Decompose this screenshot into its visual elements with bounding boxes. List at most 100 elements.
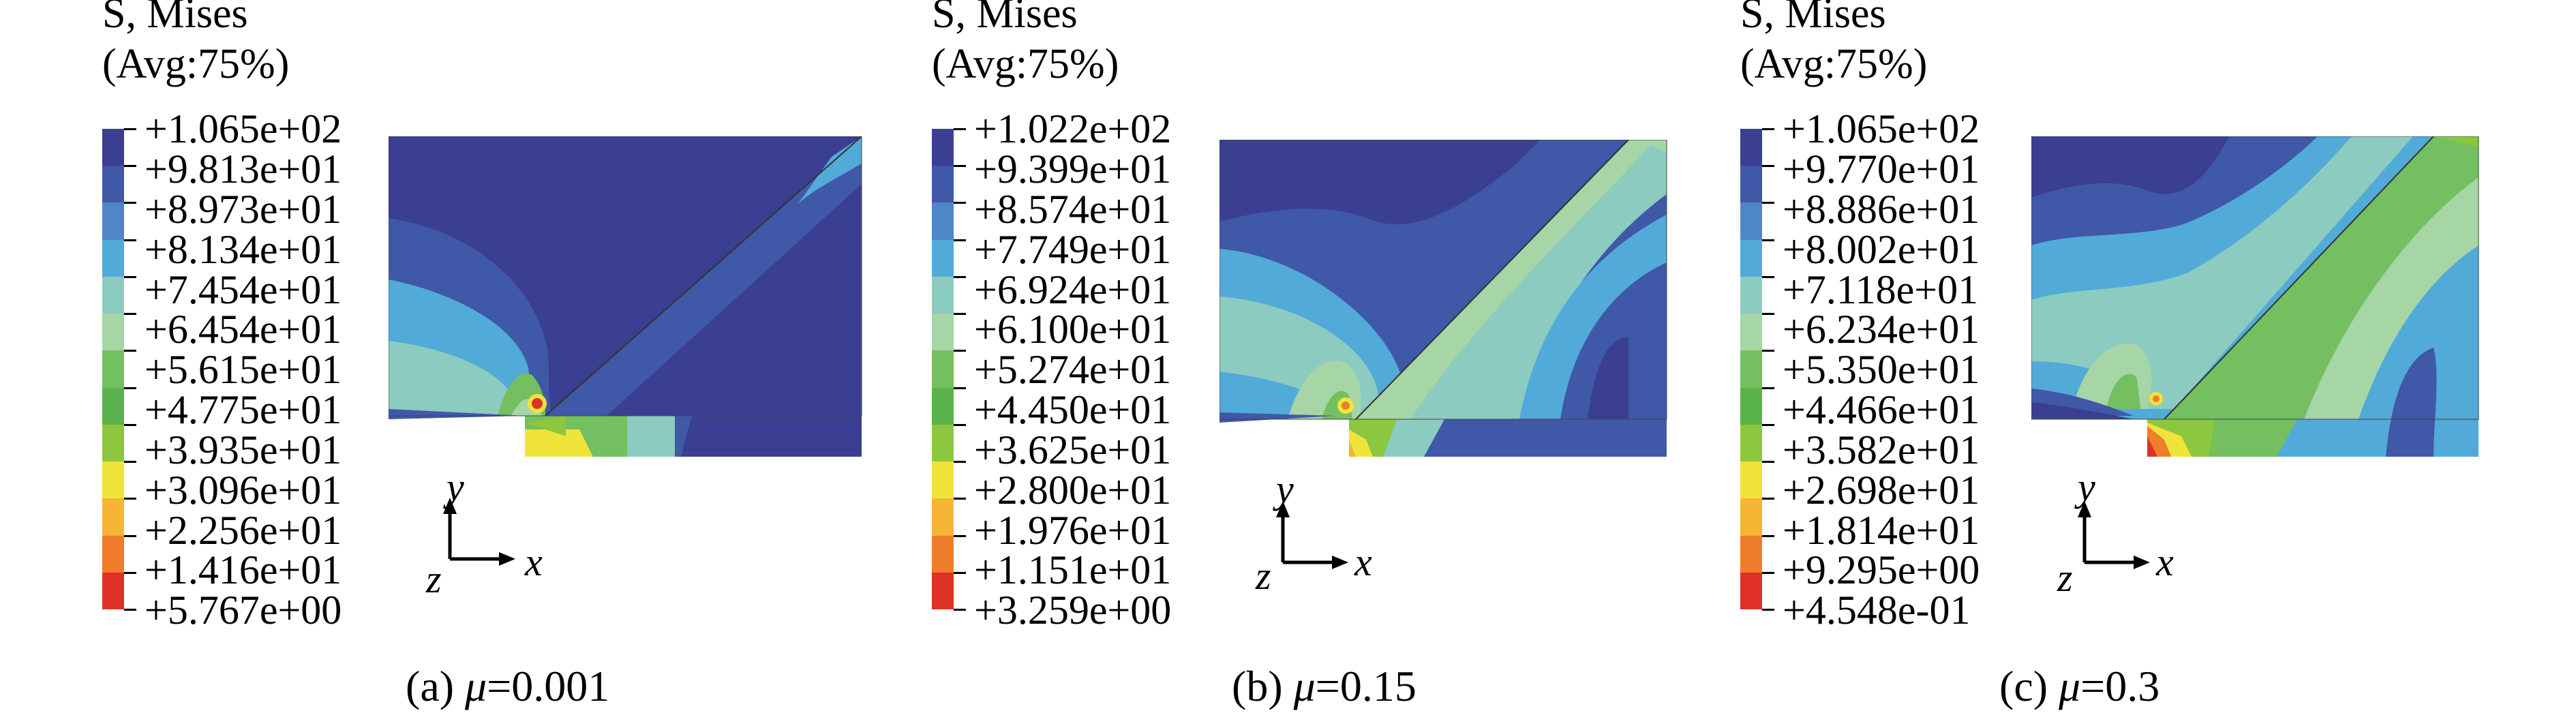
legend-tick bbox=[124, 128, 136, 130]
legend-color-swatch bbox=[1740, 424, 1762, 462]
axis-label-x: x bbox=[2156, 540, 2174, 584]
caption: (b) μ=0.15 bbox=[1232, 661, 1416, 712]
legend-tick bbox=[124, 461, 136, 464]
legend-subtitle: (Avg:75%) bbox=[1740, 41, 1928, 87]
axis-label-z: z bbox=[1256, 553, 1271, 598]
legend-tick bbox=[124, 165, 136, 168]
legend-title: S, Mises bbox=[932, 0, 1078, 37]
legend-title: S, Mises bbox=[1740, 0, 1886, 37]
legend-tick bbox=[954, 571, 966, 574]
caption-value: =0.15 bbox=[1315, 662, 1416, 710]
legend-tick bbox=[954, 202, 966, 204]
stress-contour-plot bbox=[389, 136, 866, 457]
panel-c: S, Mises (Avg:75%) +1.065e+02 +9.770e+01… bbox=[1740, 0, 2490, 713]
legend-color-swatch bbox=[932, 461, 954, 499]
legend-tick bbox=[954, 313, 966, 316]
legend-color-swatch bbox=[1740, 535, 1762, 573]
legend-tick bbox=[954, 423, 966, 426]
legend-label: +7.118e+01 bbox=[1783, 267, 1979, 312]
color-legend-bar bbox=[932, 128, 966, 611]
legend-label: +3.582e+01 bbox=[1783, 427, 1980, 472]
legend-color-swatch bbox=[102, 461, 124, 499]
legend-color-swatch bbox=[1740, 572, 1762, 610]
panel-b: S, Mises (Avg:75%) +1.022e+02 +9.399e+01… bbox=[932, 0, 1682, 713]
legend-tick bbox=[124, 534, 136, 537]
legend-label: +7.454e+01 bbox=[145, 267, 342, 312]
legend-color-swatch bbox=[932, 239, 954, 277]
legend-color-swatch bbox=[1740, 461, 1762, 499]
axis-label-z: z bbox=[426, 557, 442, 601]
panel-a: S, Mises (Avg:75%) +1.065e+02 +9.813e+01… bbox=[102, 0, 866, 713]
legend-label: +7.749e+01 bbox=[974, 227, 1172, 272]
legend-color-swatch bbox=[102, 387, 124, 425]
legend-color-swatch bbox=[1740, 202, 1762, 241]
legend-color-swatch bbox=[102, 166, 124, 203]
legend-label: +3.259e+00 bbox=[974, 588, 1172, 633]
legend-label: +2.800e+01 bbox=[974, 468, 1172, 513]
legend-color-swatch bbox=[102, 314, 124, 351]
legend-color-swatch bbox=[932, 424, 954, 462]
caption-symbol: μ bbox=[2059, 662, 2081, 710]
legend-color-swatch bbox=[102, 276, 124, 314]
legend-color-swatch bbox=[1740, 350, 1762, 389]
legend-label: +9.295e+00 bbox=[1783, 547, 1980, 592]
color-legend-bar bbox=[102, 128, 136, 611]
legend-label: +9.813e+01 bbox=[145, 147, 342, 192]
legend-label: +4.548e-01 bbox=[1783, 588, 1971, 633]
legend-tick bbox=[124, 239, 136, 241]
legend-color-swatch bbox=[932, 387, 954, 425]
axis-label-x: x bbox=[1354, 540, 1372, 584]
legend-label: +3.935e+01 bbox=[145, 427, 342, 472]
legend-tick bbox=[1762, 350, 1774, 352]
caption: (c) μ=0.3 bbox=[1999, 661, 2160, 712]
legend-color-swatch bbox=[932, 276, 954, 314]
legend-color-swatch bbox=[932, 535, 954, 573]
legend-label: +1.151e+01 bbox=[974, 547, 1172, 592]
legend-tick bbox=[124, 275, 136, 278]
legend-color-swatch bbox=[1740, 276, 1762, 314]
axis-label-z: z bbox=[2057, 556, 2073, 600]
legend-label: +4.466e+01 bbox=[1783, 387, 1980, 432]
legend-color-swatch bbox=[1740, 239, 1762, 277]
legend-label: +6.100e+01 bbox=[974, 307, 1172, 352]
legend-label: +1.022e+02 bbox=[974, 106, 1172, 151]
caption-prefix: (c) bbox=[1999, 662, 2059, 710]
legend-color-swatch bbox=[1740, 166, 1762, 203]
legend-tick bbox=[1762, 239, 1774, 241]
legend-label: +9.399e+01 bbox=[974, 147, 1172, 192]
legend-label: +8.134e+01 bbox=[145, 227, 342, 272]
legend-label: +5.274e+01 bbox=[974, 347, 1172, 392]
legend-tick bbox=[954, 461, 966, 464]
legend-label: +8.886e+01 bbox=[1783, 187, 1980, 232]
legend-title: S, Mises bbox=[102, 0, 248, 37]
legend-tick bbox=[1762, 386, 1774, 389]
legend-tick bbox=[1762, 609, 1774, 611]
stress-contour-plot bbox=[1219, 140, 1667, 457]
legend-color-swatch bbox=[932, 498, 954, 536]
caption-prefix: (b) bbox=[1232, 662, 1294, 710]
legend-label: +8.574e+01 bbox=[974, 187, 1172, 232]
legend-tick bbox=[954, 534, 966, 537]
legend-color-swatch bbox=[932, 166, 954, 203]
caption-prefix: (a) bbox=[406, 662, 466, 710]
legend-tick bbox=[124, 423, 136, 426]
legend-color-swatch bbox=[1740, 129, 1762, 166]
legend-color-swatch bbox=[1740, 387, 1762, 425]
legend-tick bbox=[124, 571, 136, 574]
legend-label: +2.256e+01 bbox=[145, 508, 342, 553]
legend-label: +4.775e+01 bbox=[145, 387, 342, 432]
axis-label-x: x bbox=[525, 540, 543, 584]
legend-color-swatch bbox=[102, 424, 124, 462]
axis-label-y: y bbox=[446, 465, 464, 509]
legend-tick bbox=[954, 609, 966, 611]
legend-label: +4.450e+01 bbox=[974, 387, 1172, 432]
legend-tick bbox=[1762, 165, 1774, 168]
legend-tick bbox=[1762, 534, 1774, 537]
caption: (a) μ=0.001 bbox=[406, 661, 609, 712]
legend-label: +6.234e+01 bbox=[1783, 307, 1980, 352]
legend-tick bbox=[1762, 202, 1774, 204]
legend-label: +6.924e+01 bbox=[974, 267, 1172, 312]
legend-color-swatch bbox=[932, 572, 954, 610]
legend-label: +8.002e+01 bbox=[1783, 227, 1980, 272]
legend-label: +1.416e+01 bbox=[145, 547, 342, 592]
